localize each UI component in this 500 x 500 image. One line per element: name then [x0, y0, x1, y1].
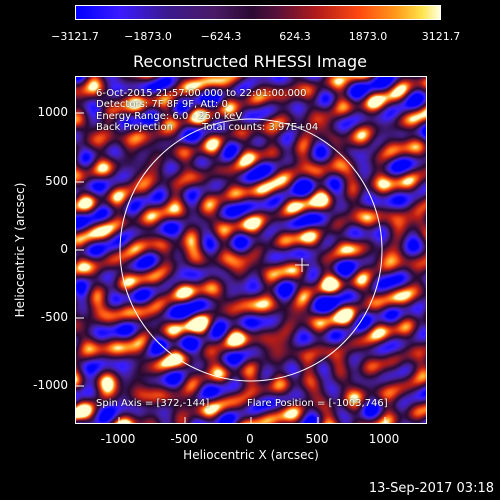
y-tick-label: -500 [40, 310, 68, 324]
y-tick-label: 500 [45, 174, 68, 188]
method-text: Back Projection [96, 122, 173, 133]
flare-position-text: Flare Position = [-1003,746] [247, 398, 388, 409]
x-tick-label: -1000 [100, 432, 136, 446]
axis-ticks [76, 112, 386, 423]
x-tick-label: 0 [246, 432, 254, 446]
xray-intensity-map [76, 77, 426, 423]
y-tick-label: -1000 [33, 378, 68, 392]
colorbar-tick-label: 3121.7 [421, 30, 461, 43]
x-tick-label: 500 [305, 432, 329, 446]
colorbar-tick-label: 624.3 [279, 30, 311, 43]
x-tick-label: 1000 [368, 432, 400, 446]
y-axis-label: Heliocentric Y (arcsec) [13, 182, 27, 318]
energy-range-text: Energy Range: 6.0 - 25.0 keV [96, 111, 243, 122]
colorbar-tick-label: 1873.0 [348, 30, 388, 43]
x-tick-label: -500 [170, 432, 198, 446]
colorbar-tick-label: −1873.0 [124, 30, 172, 43]
time-range-text: 6-Oct-2015 21:57:00.000 to 22:01:00.000 [96, 88, 307, 99]
spin-axis-text: Spin Axis = [372,-144] [96, 398, 210, 409]
plot-title: Reconstructed RHESSI Image [133, 52, 367, 71]
colorbar-tick-label: −3121.7 [51, 30, 99, 43]
spin-axis-crosshair-icon [295, 258, 309, 272]
x-axis-label: Heliocentric X (arcsec) [183, 448, 319, 462]
colorbar [75, 5, 441, 20]
solar-limb-circle [119, 118, 383, 382]
total-counts-text: Total counts: 3.97E+04 [202, 122, 319, 133]
detectors-text: Detectors: 7F 8F 9F, Att: 0 [96, 99, 228, 110]
solar-image-plot: 6-Oct-2015 21:57:00.000 to 22:01:00.000 … [75, 76, 427, 424]
y-tick-label: 1000 [37, 105, 68, 119]
colorbar-tick-label: −624.3 [200, 30, 242, 43]
footer-timestamp: 13-Sep-2017 03:18 [368, 481, 494, 496]
y-tick-label: 0 [60, 242, 68, 256]
plot-overlay [76, 112, 386, 423]
